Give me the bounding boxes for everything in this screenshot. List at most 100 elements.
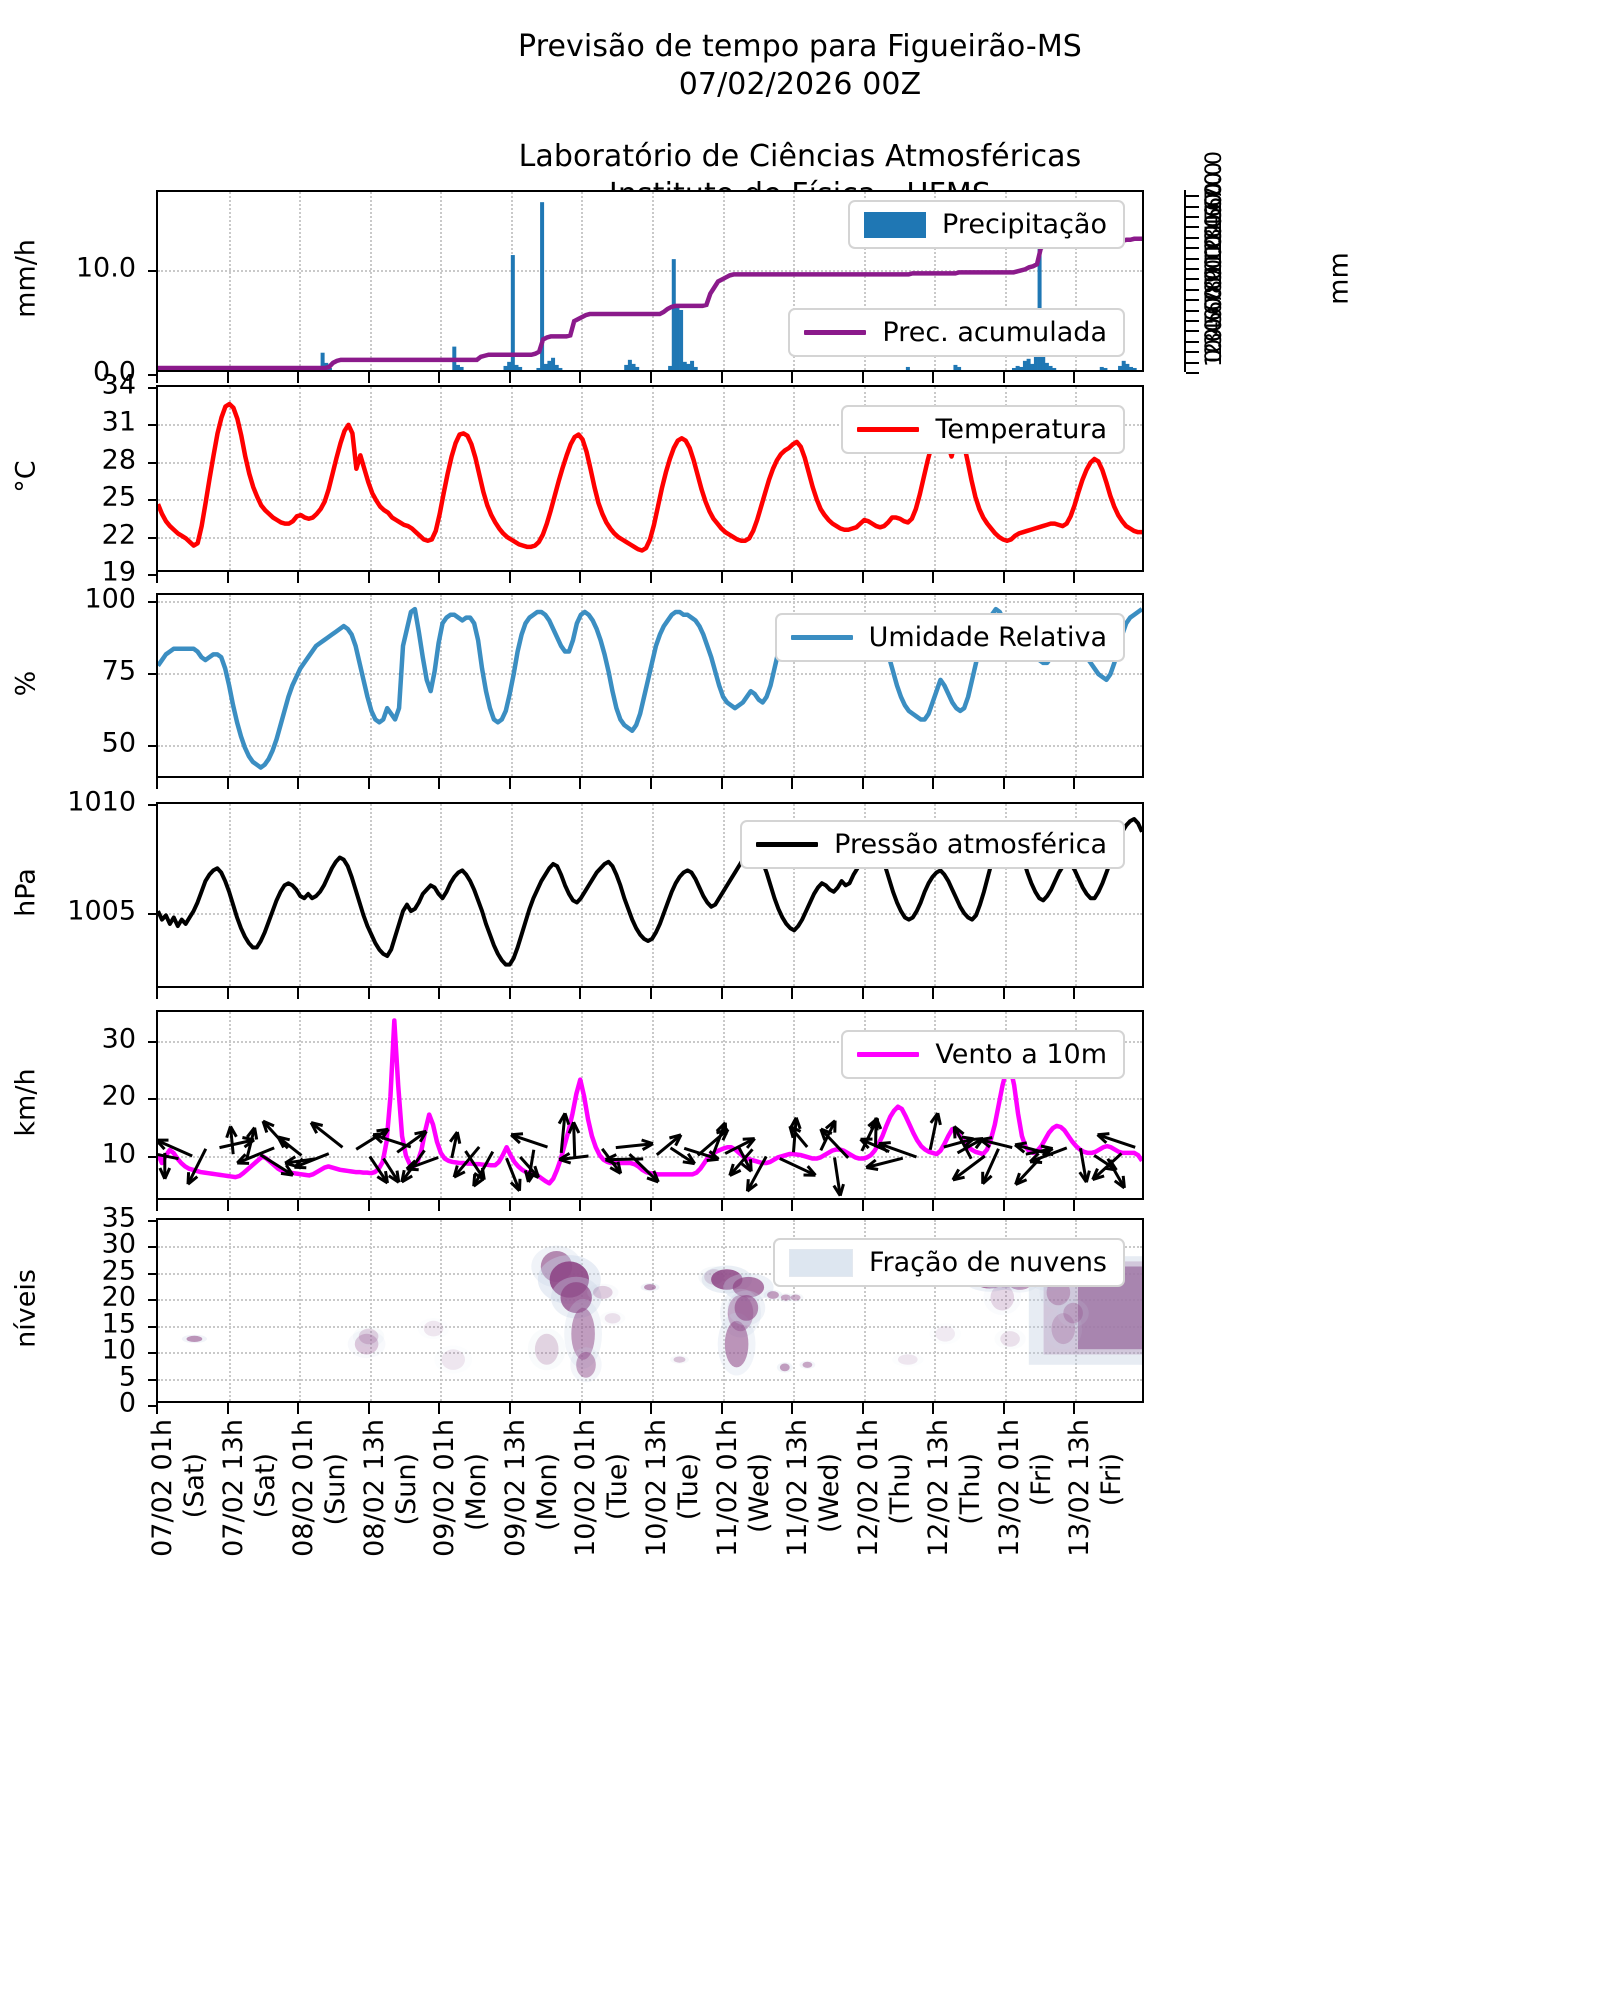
x-axis-tick-label: 10/02 01h (Tue) bbox=[567, 1419, 634, 1639]
x-axis-tick bbox=[791, 778, 794, 789]
x-axis-tick-label-weekday: (Tue) bbox=[602, 1453, 634, 1521]
y-axis-tick bbox=[148, 745, 158, 748]
legend-clouds: Fração de nuvens bbox=[772, 1238, 1125, 1287]
gridline-vertical bbox=[1004, 1220, 1007, 1401]
x-axis-tick-label: 09/02 01h (Mon) bbox=[426, 1419, 492, 1639]
gridline-vertical bbox=[510, 387, 513, 570]
gridline-vertical bbox=[863, 1220, 866, 1401]
y-axis-tick bbox=[148, 374, 158, 376]
axis-name-temperature: °C bbox=[10, 459, 42, 493]
legend-line-marker bbox=[857, 1052, 920, 1057]
gridline-vertical bbox=[581, 387, 584, 570]
right-axis-tick bbox=[1186, 309, 1199, 312]
gridline-horizontal bbox=[158, 913, 1142, 916]
gridline-vertical bbox=[1075, 1012, 1078, 1198]
y-axis-label: 50 bbox=[101, 727, 136, 759]
y-axis-tick bbox=[148, 1040, 158, 1043]
y-axis-tick bbox=[148, 1299, 158, 1302]
y-axis-tick bbox=[148, 1272, 158, 1275]
legend-box-marker bbox=[864, 211, 927, 238]
x-axis-tick bbox=[367, 1200, 370, 1211]
gridline-horizontal bbox=[158, 1246, 1142, 1249]
y-axis-tick bbox=[148, 387, 158, 389]
x-axis-tick-label-weekday: (Sat) bbox=[179, 1453, 210, 1519]
x-axis-tick bbox=[720, 1200, 723, 1211]
x-axis-tick bbox=[861, 1403, 864, 1414]
x-axis-tick bbox=[579, 988, 582, 999]
legend-precipitation-0: Precipitação bbox=[848, 200, 1125, 249]
y-axis-label: 30 bbox=[101, 1228, 136, 1260]
x-axis-tick bbox=[297, 988, 300, 999]
x-axis-tick bbox=[226, 1200, 229, 1211]
x-axis-tick bbox=[438, 778, 441, 789]
x-axis-tick bbox=[579, 572, 582, 583]
x-axis-tick-label-weekday: (Sun) bbox=[320, 1453, 352, 1526]
right-axis-tick bbox=[1186, 247, 1199, 250]
gridline-vertical bbox=[369, 1220, 372, 1401]
gridline-vertical bbox=[1004, 595, 1007, 776]
plot-area-precipitation bbox=[158, 202, 1142, 370]
legend-label: Vento a 10m bbox=[935, 1039, 1107, 1070]
right-axis-tick bbox=[1186, 226, 1199, 229]
x-axis-tick bbox=[1073, 372, 1076, 383]
y-axis-label: 1005 bbox=[67, 895, 136, 927]
x-axis-tick bbox=[1073, 778, 1076, 789]
gridline-vertical bbox=[722, 1220, 725, 1401]
x-axis-tick-label-weekday: (Wed) bbox=[814, 1453, 846, 1533]
legend-line-marker bbox=[790, 635, 853, 640]
gridline-vertical bbox=[369, 804, 372, 986]
gridline-vertical bbox=[652, 1220, 654, 1401]
y-axis-label: 20 bbox=[101, 1281, 136, 1313]
x-axis-tick bbox=[720, 988, 723, 999]
x-axis-tick-label-weekday: (Wed) bbox=[743, 1453, 775, 1533]
y-axis-tick bbox=[148, 536, 158, 539]
legend-box-marker bbox=[788, 1248, 853, 1277]
x-axis-tick bbox=[932, 1403, 935, 1414]
y-axis-label: 35 bbox=[101, 1202, 136, 1234]
y-axis-tick bbox=[148, 913, 158, 916]
gridline-vertical bbox=[934, 1012, 937, 1198]
gridline-vertical bbox=[369, 387, 372, 570]
right-axis-tick bbox=[1186, 288, 1199, 291]
x-axis-tick bbox=[226, 1403, 229, 1414]
y-axis-tick bbox=[148, 1378, 158, 1381]
y-axis-tick bbox=[148, 574, 158, 576]
x-axis-tick bbox=[650, 988, 652, 999]
x-axis-tick-label: 07/02 13h (Sat) bbox=[215, 1419, 281, 1639]
x-axis-tick bbox=[579, 1403, 582, 1414]
gridline-vertical bbox=[440, 387, 443, 570]
x-axis-tick bbox=[579, 372, 582, 383]
y-axis-label: 25 bbox=[101, 481, 136, 513]
legend-label: Pressão atmosférica bbox=[834, 829, 1107, 860]
y-axis-label: 20 bbox=[101, 1080, 136, 1112]
y-axis-label: 5 bbox=[118, 1361, 136, 1393]
gridline-vertical bbox=[652, 1012, 654, 1198]
y-axis-tick bbox=[148, 1352, 158, 1355]
gridline-vertical bbox=[1004, 192, 1007, 370]
y-axis-tick bbox=[148, 270, 158, 272]
gridline-vertical bbox=[369, 1012, 372, 1198]
x-axis-tick-label: 12/02 13h (Thu) bbox=[920, 1419, 986, 1639]
x-axis-tick-label-weekday: (Tue) bbox=[673, 1453, 704, 1521]
gridline-vertical bbox=[793, 387, 796, 570]
x-axis-tick bbox=[367, 778, 370, 789]
right-axis-precip bbox=[1184, 190, 1186, 372]
gridline-vertical bbox=[1075, 387, 1078, 570]
gridline-horizontal bbox=[158, 1325, 1142, 1328]
y-axis-label: 28 bbox=[101, 444, 136, 476]
gridline-vertical bbox=[581, 192, 584, 370]
y-axis-tick bbox=[148, 1220, 158, 1222]
x-axis-tick-label-text: 13/02 01h bbox=[993, 1419, 1025, 1557]
gridline-vertical bbox=[228, 387, 231, 570]
gridline-vertical bbox=[722, 595, 725, 776]
x-axis-tick-label-text: 08/02 01h bbox=[288, 1419, 320, 1557]
x-axis-tick bbox=[156, 778, 158, 789]
right-axis-tick bbox=[1186, 278, 1199, 281]
gridline-vertical bbox=[299, 192, 302, 370]
x-axis-tick bbox=[1002, 778, 1005, 789]
x-axis-tick bbox=[156, 372, 158, 383]
y-axis-tick bbox=[148, 804, 158, 806]
x-axis-tick bbox=[508, 1403, 511, 1414]
gridline-horizontal bbox=[158, 1299, 1142, 1302]
gridline-vertical bbox=[793, 595, 796, 776]
